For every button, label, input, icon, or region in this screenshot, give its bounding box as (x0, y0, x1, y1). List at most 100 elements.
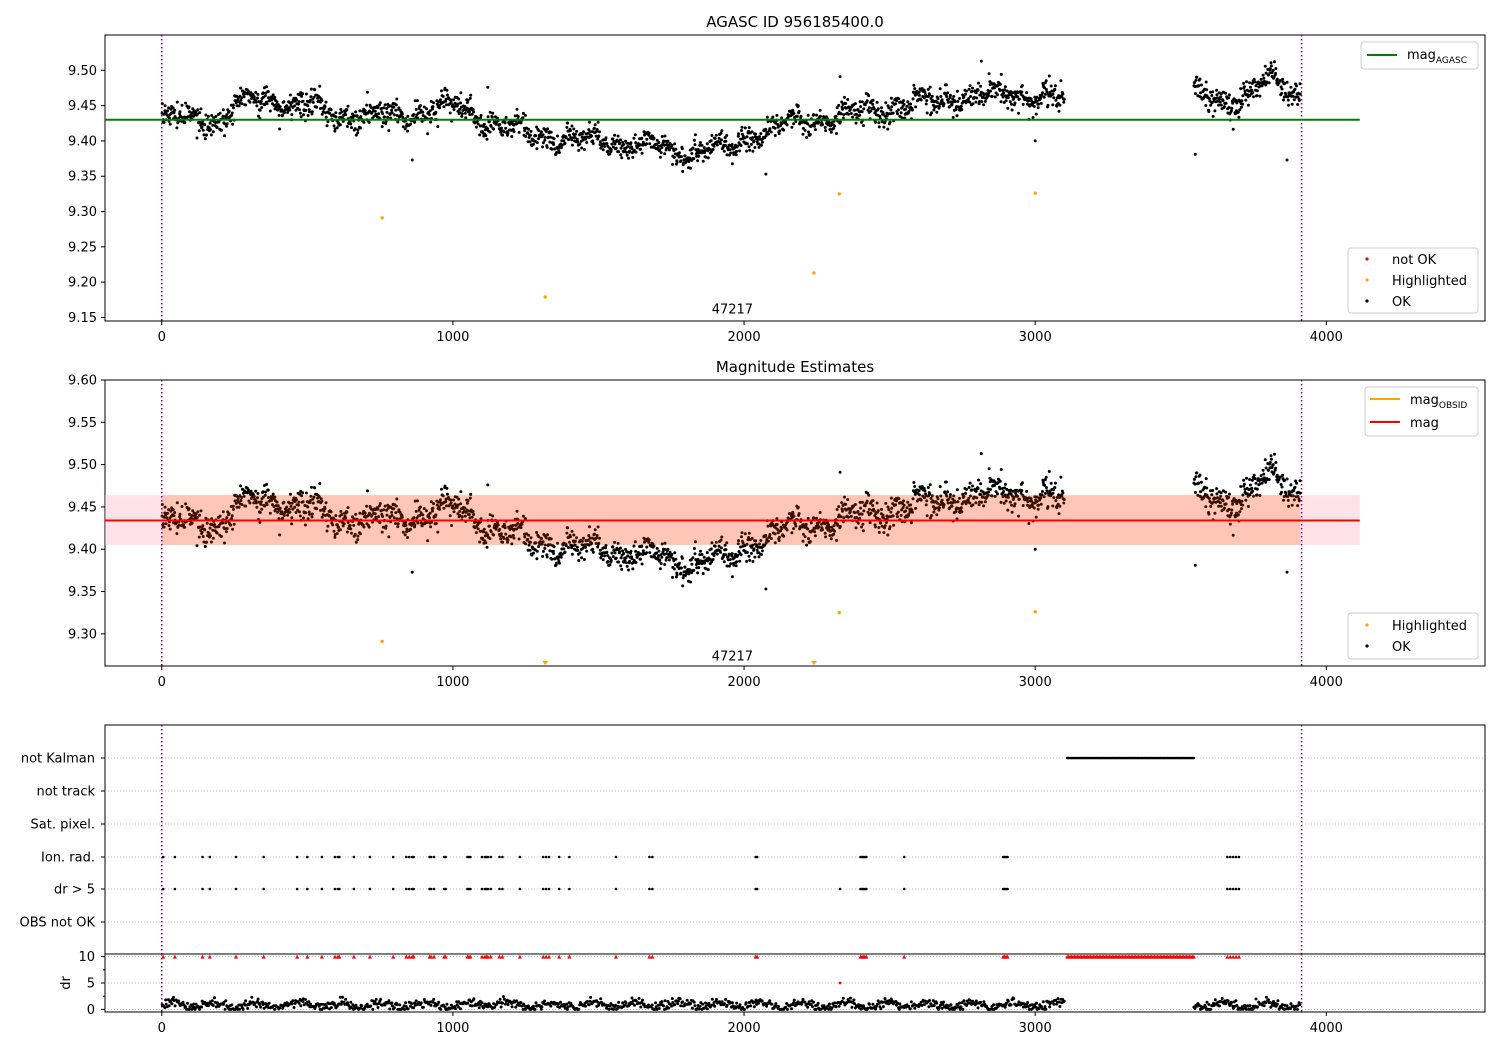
ok-point (806, 113, 810, 117)
x-tick-label: 0 (158, 1021, 166, 1036)
ok-point (1255, 493, 1259, 497)
ok-point (527, 533, 531, 537)
ok-point (1219, 491, 1223, 495)
ok-point (1058, 504, 1062, 508)
ok-point (965, 487, 968, 491)
ok-point (910, 108, 914, 112)
ok-point (618, 550, 622, 554)
ok-point (692, 138, 696, 142)
ok-point (162, 112, 166, 116)
ok-point (203, 137, 207, 141)
flag-points (161, 756, 1241, 891)
ok-point (570, 143, 574, 147)
ok-point (499, 130, 503, 134)
ok-point (626, 145, 630, 148)
flag-point (444, 855, 447, 859)
ok-point (1036, 106, 1040, 110)
ok-point (1053, 486, 1057, 489)
ok-point (828, 525, 831, 529)
ok-point (1033, 547, 1037, 551)
flag-point (489, 887, 493, 891)
ok-point (1292, 98, 1296, 102)
ok-point (711, 148, 715, 151)
ok-point (647, 131, 651, 135)
ok-point (1259, 77, 1263, 81)
ok-point (748, 558, 752, 562)
ok-point (205, 521, 209, 525)
ok-point (705, 142, 709, 146)
ok-point (937, 508, 941, 512)
ok-point (365, 504, 369, 508)
ok-point (297, 102, 300, 106)
ok-point (556, 541, 559, 545)
ok-point (419, 505, 422, 509)
flag-category-label: not Kalman (21, 752, 95, 767)
ok-point (563, 550, 567, 554)
ok-point (207, 531, 211, 535)
ok-point (373, 512, 377, 516)
ok-point (727, 564, 731, 568)
ok-point (890, 105, 894, 109)
ok-point (266, 488, 270, 492)
ok-point (979, 452, 983, 456)
ok-point (603, 145, 607, 148)
y-tick-label: 10 (78, 950, 95, 965)
ok-point (954, 510, 958, 514)
ok-point (1230, 508, 1234, 512)
ok-point (442, 105, 446, 109)
ok-point (1281, 473, 1285, 477)
dr-point (349, 1000, 353, 1004)
dr-point (211, 1004, 215, 1007)
ok-point (1274, 71, 1278, 75)
ok-point (882, 125, 886, 129)
ok-point (1053, 481, 1057, 485)
ok-point (187, 105, 191, 109)
ok-point (776, 531, 780, 535)
ok-point (648, 142, 652, 146)
y-tick-label: 9.40 (68, 134, 97, 149)
ok-point (204, 113, 208, 117)
ok-point (874, 120, 877, 124)
ok-point (1025, 503, 1029, 507)
ok-point (482, 527, 486, 531)
ok-point (624, 547, 627, 551)
ok-point (581, 138, 585, 142)
ok-point (263, 493, 267, 497)
ok-point (1211, 489, 1215, 492)
ok-point (663, 563, 667, 566)
ok-point (1020, 489, 1024, 493)
ok-point (735, 149, 739, 153)
legend-highlighted-label: Highlighted (1392, 274, 1467, 289)
ok-point (1044, 475, 1048, 479)
ok-point (860, 120, 863, 124)
ok-point (268, 109, 272, 113)
dr-point (319, 1002, 323, 1006)
ok-point (660, 135, 664, 138)
ok-point (434, 110, 438, 114)
ok-point (277, 517, 281, 521)
ok-point (502, 522, 506, 526)
ok-point (768, 127, 772, 131)
ok-point (1040, 93, 1044, 97)
dr-point (354, 1003, 358, 1007)
ok-point (1223, 506, 1226, 510)
ok-point (381, 112, 385, 116)
ok-point (346, 506, 350, 510)
ok-point (911, 497, 915, 501)
ok-point (697, 154, 701, 158)
ok-point (1010, 102, 1013, 106)
y-tick-label: 9.55 (68, 416, 97, 431)
dr-point (306, 1003, 310, 1007)
ok-point (394, 522, 397, 525)
ok-point (515, 107, 519, 111)
ok-point (354, 512, 358, 516)
ok-point (775, 523, 779, 526)
ok-point (751, 543, 755, 547)
ok-point (308, 98, 312, 102)
ok-point (436, 530, 440, 534)
ok-point (1193, 482, 1197, 486)
ok-point (326, 120, 330, 124)
flag-point (333, 887, 337, 891)
ok-point (465, 501, 469, 505)
ok-point (1016, 494, 1020, 498)
